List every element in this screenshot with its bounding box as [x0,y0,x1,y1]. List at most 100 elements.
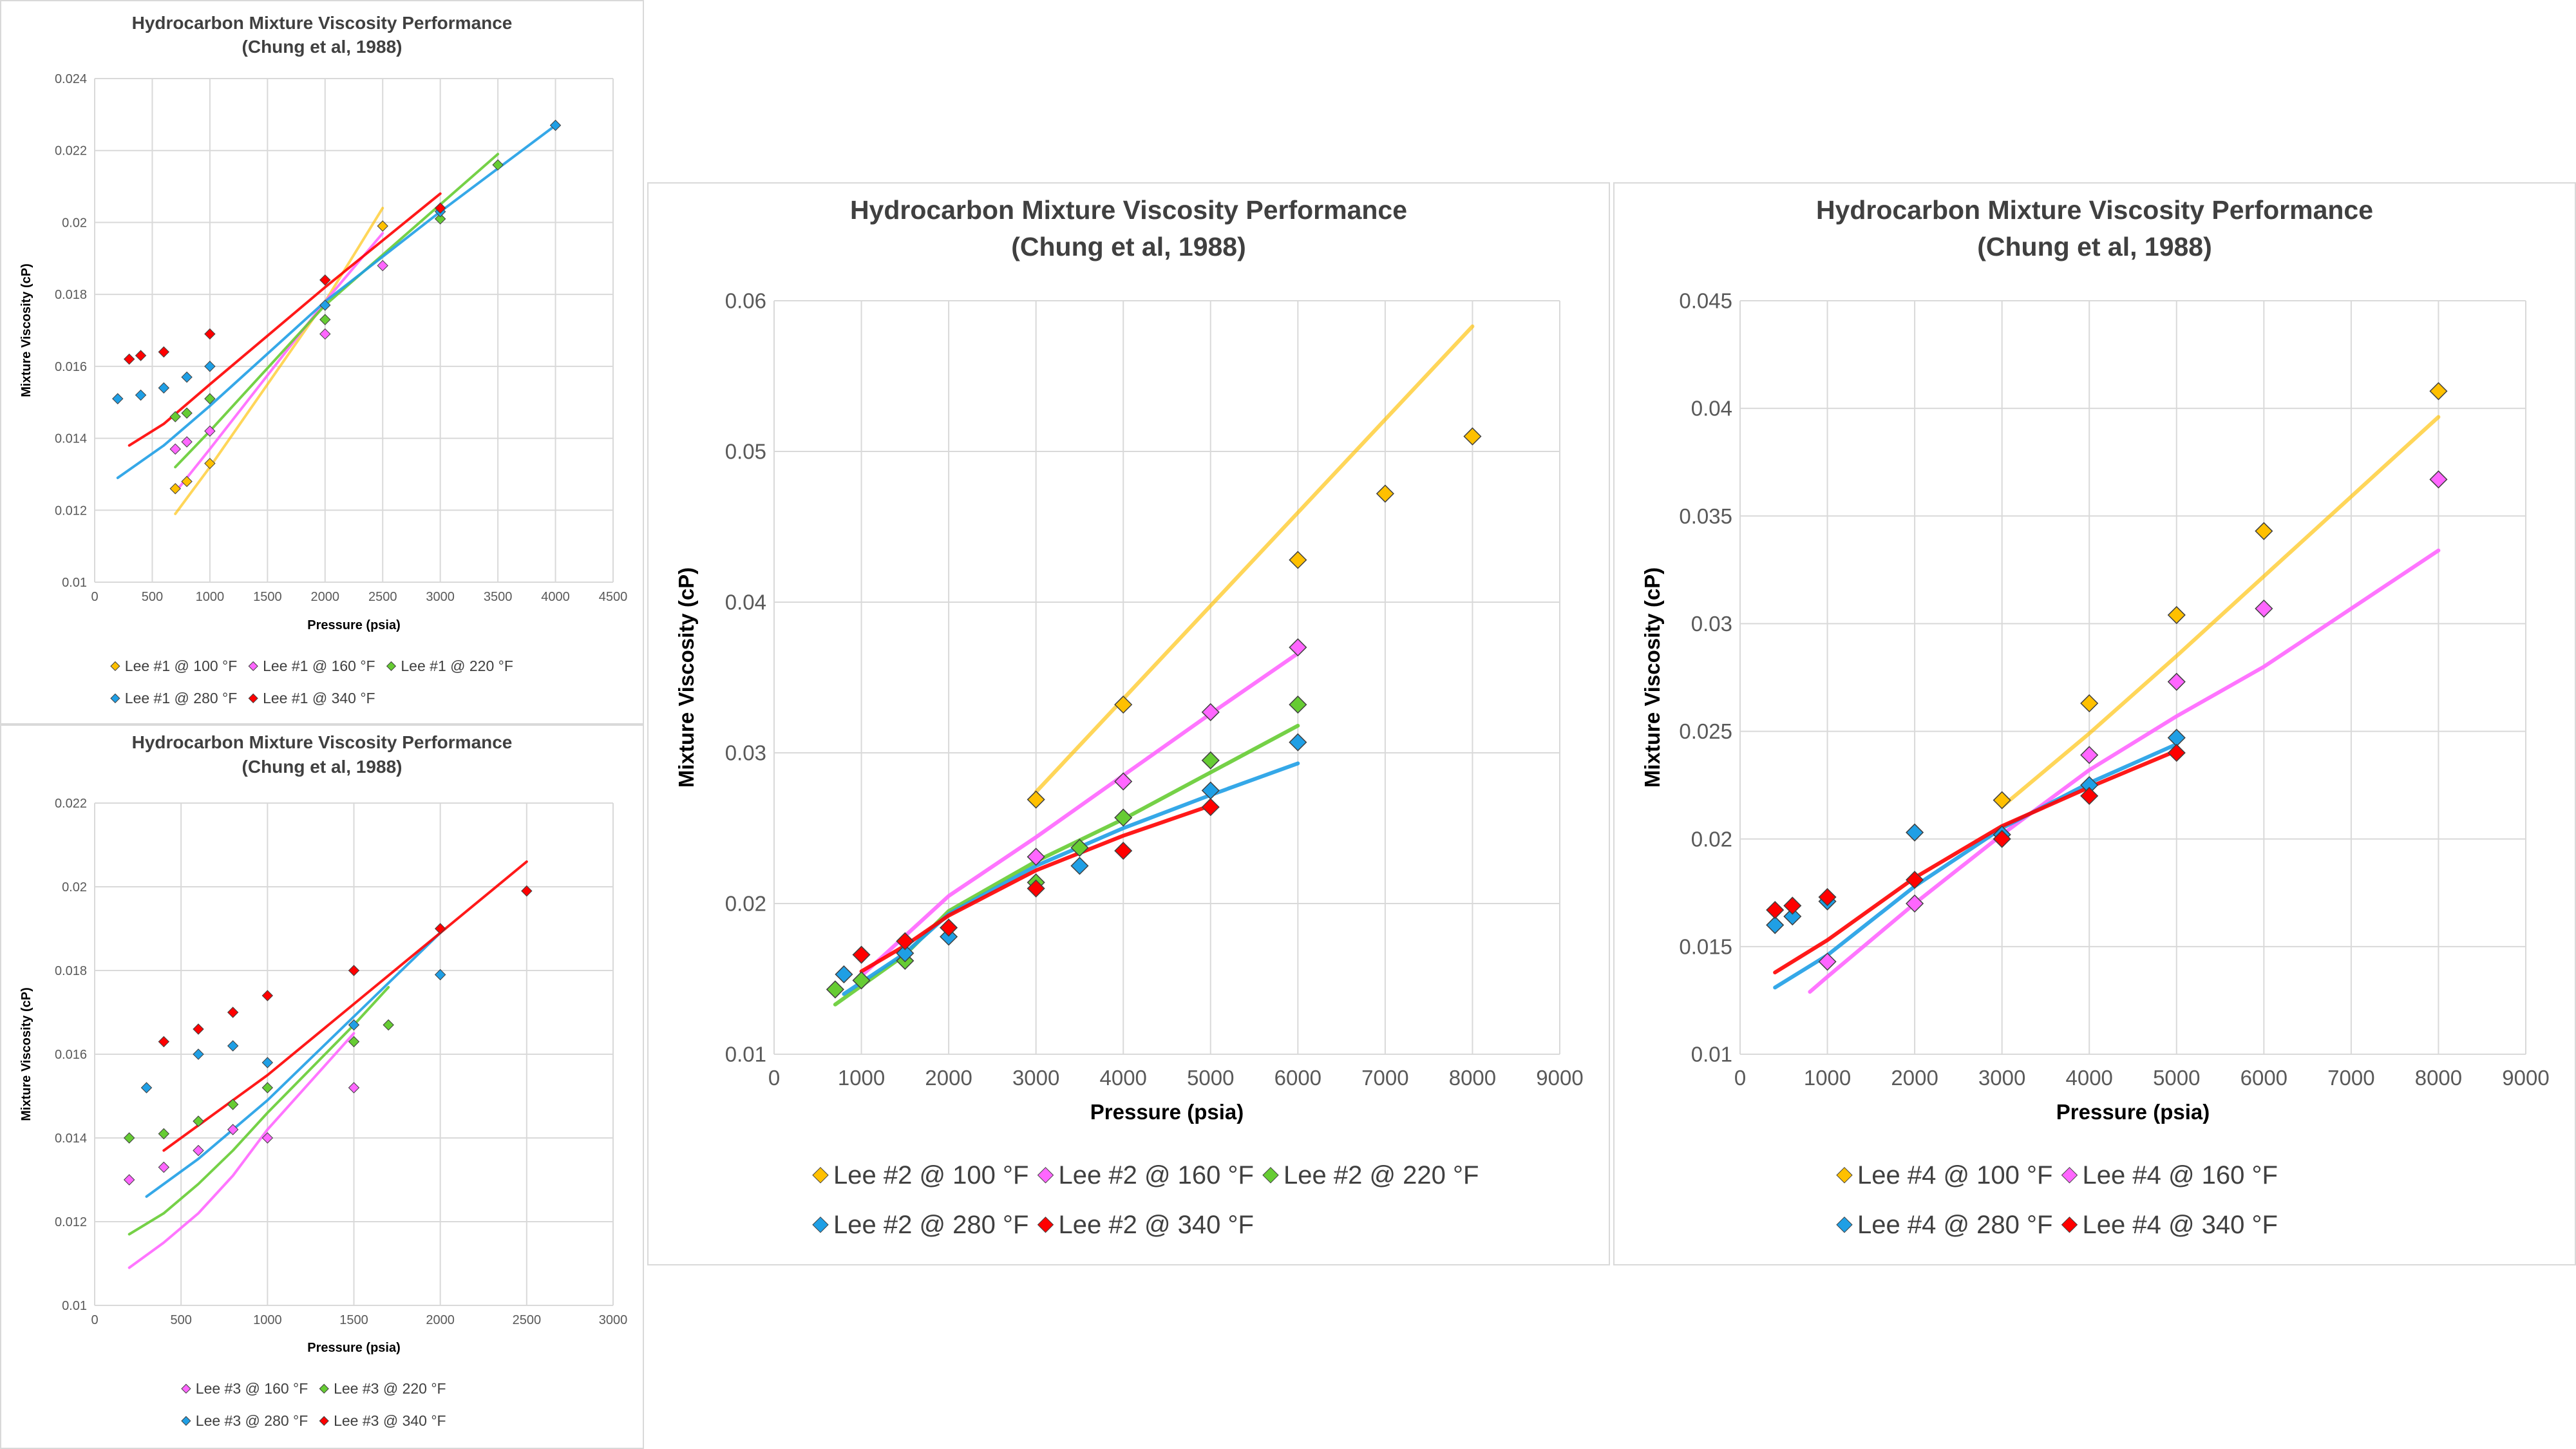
data-point [123,1132,135,1144]
data-point [227,1040,239,1052]
x-axis-label: Pressure (psia) [307,618,401,632]
y-tick-label: 0.04 [725,591,766,614]
y-axis-label: Mixture Viscosity (cP) [674,567,698,788]
data-point [521,885,533,897]
data-point [181,436,193,448]
y-tick-label: 0.018 [55,288,87,302]
x-tick-label: 4000 [541,590,570,604]
data-point [261,1132,274,1144]
x-tick-label: 4000 [2066,1066,2113,1090]
legend-label: Lee #1 @ 280 °F [125,690,237,706]
chart-lee3: Hydrocarbon Mixture Viscosity Performanc… [19,732,627,1429]
x-tick-label: 3000 [1012,1066,1059,1090]
y-tick-label: 0.02 [725,892,766,916]
legend-marker-icon [1037,1217,1054,1233]
data-point [204,361,216,372]
legend-marker-icon [812,1167,829,1184]
y-tick-label: 0.024 [55,72,87,86]
data-point [348,1019,360,1031]
data-point [2080,746,2099,764]
data-point [112,393,124,404]
data-point [549,119,562,131]
data-point [1993,791,2011,810]
data-point [261,1082,274,1094]
data-point [2167,605,2186,625]
legend-label: Lee #1 @ 100 °F [125,658,237,674]
series-line-2 [1773,742,2179,990]
data-point [193,1048,204,1060]
x-tick-label: 9000 [1536,1066,1583,1090]
x-tick-label: 500 [142,590,163,604]
data-point [1201,751,1220,770]
series-line-2 [145,931,442,1198]
chart-title: Hydrocarbon Mixture Viscosity Performanc… [850,195,1407,225]
data-point [193,1115,204,1127]
data-point [1463,427,1482,446]
y-tick-label: 0.018 [55,964,87,978]
legend-label: Lee #3 @ 160 °F [196,1380,308,1397]
data-point [2429,470,2448,489]
data-point [169,411,181,422]
y-tick-label: 0.045 [1679,289,1732,313]
chart-panel-lee2: Hydrocarbon Mixture Viscosity Performanc… [647,182,1610,1265]
chart-lee1: Hydrocarbon Mixture Viscosity Performanc… [19,13,627,706]
x-tick-label: 7000 [1361,1066,1408,1090]
data-point [1114,696,1133,714]
data-point [227,1007,239,1018]
data-point [158,382,170,394]
x-tick-label: 2000 [311,590,340,604]
legend-label: Lee #2 @ 160 °F [1059,1161,1254,1189]
chart-title: Hydrocarbon Mixture Viscosity Performanc… [132,732,513,752]
x-tick-label: 0 [91,590,98,604]
data-point [1070,838,1089,857]
y-tick-label: 0.012 [55,504,87,518]
series-line-0 [174,207,384,515]
data-point [1027,790,1045,809]
data-point [181,475,193,488]
data-point [319,314,331,325]
x-tick-label: 6000 [2240,1066,2287,1090]
x-tick-label: 4000 [1100,1066,1147,1090]
series-line-0 [2000,415,2441,809]
data-point [377,260,388,272]
data-point [852,971,871,990]
data-point [227,1124,239,1135]
y-tick-label: 0.022 [55,144,87,158]
x-tick-label: 7000 [2327,1066,2374,1090]
data-point [135,389,147,401]
data-point [383,1019,394,1031]
x-tick-label: 1000 [196,590,225,604]
legend-label: Lee #1 @ 220 °F [401,658,513,674]
data-point [2429,382,2448,401]
y-tick-label: 0.05 [725,440,766,464]
legend-marker-icon [319,1383,329,1394]
data-point [852,945,871,964]
y-axis-label: Mixture Viscosity (cP) [19,987,33,1121]
data-point [1818,952,1837,971]
y-tick-label: 0.01 [62,1299,87,1313]
legend-marker-icon [181,1383,191,1394]
x-tick-label: 5000 [2153,1066,2200,1090]
legend-label: Lee #1 @ 340 °F [263,690,375,706]
x-tick-label: 9000 [2502,1066,2549,1090]
data-point [1783,907,1802,926]
data-point [2255,599,2273,618]
data-point [181,371,193,383]
data-point [348,1036,360,1048]
x-tick-label: 2000 [426,1313,455,1327]
y-tick-label: 0.014 [55,432,87,446]
legend-marker-icon [110,661,120,672]
chart-lee2: Hydrocarbon Mixture Viscosity Performanc… [674,195,1584,1239]
chart-title: Hydrocarbon Mixture Viscosity Performanc… [132,13,513,33]
data-point [181,407,193,419]
y-tick-label: 0.03 [1691,612,1732,636]
data-point [135,350,147,361]
series-line-0 [128,1032,355,1269]
series-line-3 [1773,748,2179,974]
x-tick-label: 3000 [1978,1066,2025,1090]
data-point [434,213,446,225]
data-point [492,159,504,171]
data-point [169,443,181,455]
series-line-1 [859,651,1300,978]
data-point [1993,829,2011,848]
